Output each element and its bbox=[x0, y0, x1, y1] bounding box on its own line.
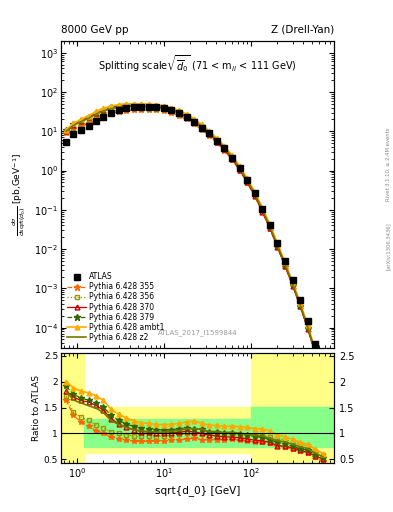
X-axis label: sqrt{d_0} [GeV]: sqrt{d_0} [GeV] bbox=[155, 485, 240, 497]
Text: 8000 GeV pp: 8000 GeV pp bbox=[61, 25, 129, 35]
Y-axis label: $\frac{d\sigma}{d\mathrm{sqrt}(d_0)}$ [pb,GeV$^{-1}$]: $\frac{d\sigma}{d\mathrm{sqrt}(d_0)}$ [p… bbox=[11, 153, 28, 236]
Text: Z (Drell-Yan): Z (Drell-Yan) bbox=[271, 25, 334, 35]
Y-axis label: Ratio to ATLAS: Ratio to ATLAS bbox=[32, 375, 41, 441]
Text: Splitting scale$\sqrt{\overline{d}_0}$ (71 < m$_{ll}$ < 111 GeV): Splitting scale$\sqrt{\overline{d}_0}$ (… bbox=[98, 53, 297, 74]
Text: Rivet 3.1.10, ≥ 2.4M events: Rivet 3.1.10, ≥ 2.4M events bbox=[386, 127, 391, 201]
Legend: ATLAS, Pythia 6.428 355, Pythia 6.428 356, Pythia 6.428 370, Pythia 6.428 379, P: ATLAS, Pythia 6.428 355, Pythia 6.428 35… bbox=[65, 270, 167, 345]
Text: [arXiv:1306.3436]: [arXiv:1306.3436] bbox=[386, 222, 391, 270]
Text: ATLAS_2017_I1599844: ATLAS_2017_I1599844 bbox=[158, 329, 237, 336]
